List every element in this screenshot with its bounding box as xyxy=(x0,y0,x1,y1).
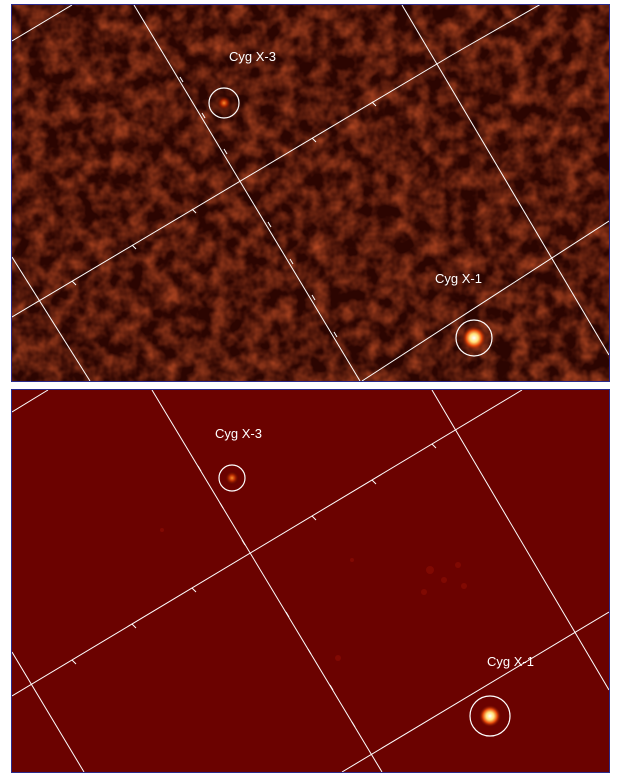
sky-image-bottom: Cyg X-3 Cyg X-1 xyxy=(12,390,609,772)
source-circle-cygx3-bottom[interactable] xyxy=(218,464,246,492)
source-circle-cygx3-top[interactable] xyxy=(208,87,240,119)
source-circle-cygx1-top[interactable] xyxy=(455,319,493,357)
image-panel-top: Cyg X-3 Cyg X-1 xyxy=(11,4,610,382)
sky-image-top: Cyg X-3 Cyg X-1 xyxy=(12,5,609,381)
noise-texture xyxy=(12,5,609,381)
source-blob-cygx1-top xyxy=(462,326,486,350)
source-label-cygx3-bottom: Cyg X-3 xyxy=(215,426,262,441)
source-circle-cygx1-bottom[interactable] xyxy=(469,695,511,737)
coordinate-grid xyxy=(12,5,609,381)
source-label-cygx3-top: Cyg X-3 xyxy=(229,49,276,64)
image-panel-bottom: Cyg X-3 Cyg X-1 xyxy=(11,389,610,773)
source-blob-cygx3-top xyxy=(217,96,231,110)
grid-ticks xyxy=(71,76,377,338)
source-label-cygx1-bottom: Cyg X-1 xyxy=(487,654,534,669)
source-label-cygx1-top: Cyg X-1 xyxy=(435,271,482,286)
faint-emission xyxy=(160,528,467,661)
source-blob-cygx3-bottom xyxy=(225,471,239,485)
source-blob-cygx1-bottom xyxy=(479,705,501,727)
grid-ticks xyxy=(71,443,437,728)
coordinate-grid xyxy=(12,390,609,772)
